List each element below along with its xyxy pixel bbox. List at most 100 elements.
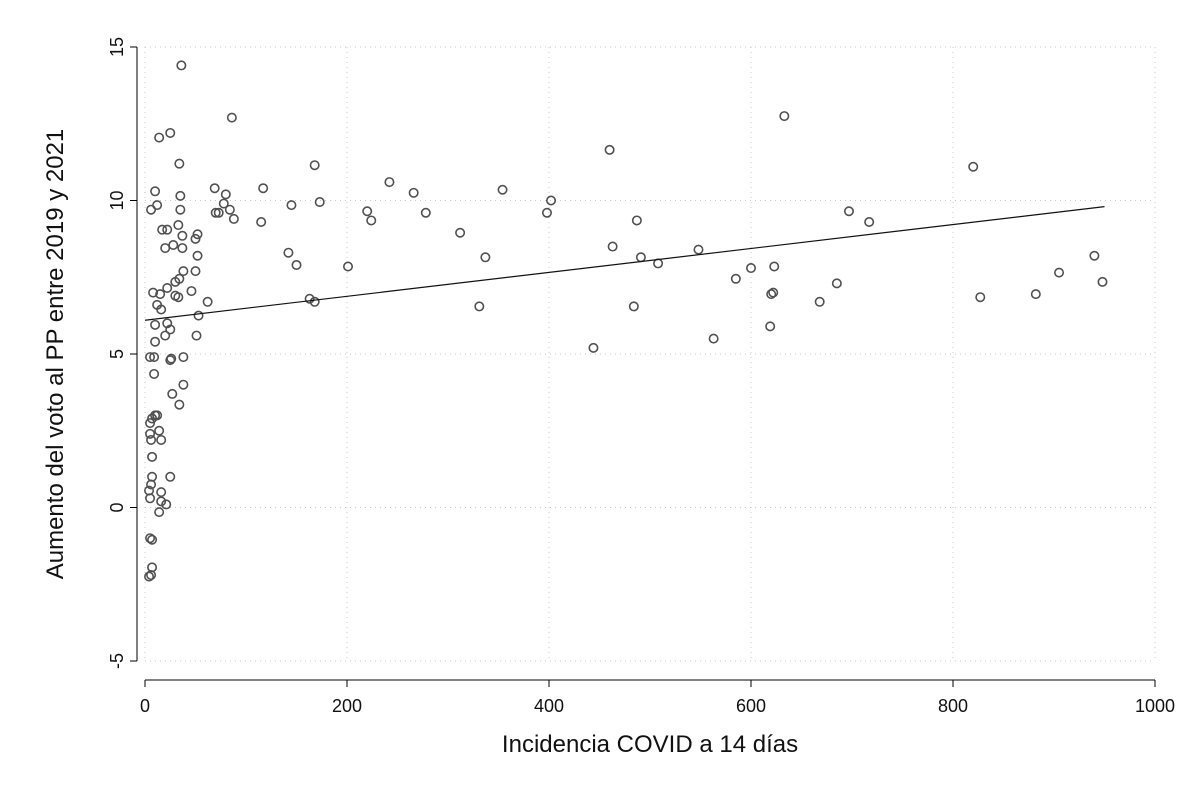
x-tick-label: 200 xyxy=(332,696,362,716)
data-point xyxy=(160,330,171,341)
data-point xyxy=(192,229,203,240)
data-point xyxy=(149,352,160,363)
data-point xyxy=(166,353,177,364)
data-point xyxy=(165,471,176,482)
x-tick-label: 400 xyxy=(534,696,564,716)
data-point xyxy=(366,215,377,226)
data-point xyxy=(693,244,704,255)
data-point xyxy=(145,493,156,504)
data-point xyxy=(178,352,189,363)
data-point xyxy=(497,184,508,195)
data-point xyxy=(161,499,172,510)
data-point xyxy=(192,250,203,261)
data-point xyxy=(167,388,178,399)
data-point xyxy=(768,287,779,298)
data-point xyxy=(455,227,466,238)
data-point xyxy=(165,127,176,138)
x-tick-label: 1000 xyxy=(1135,696,1175,716)
y-tick-label: 15 xyxy=(107,37,127,57)
data-point xyxy=(843,206,854,217)
data-point xyxy=(145,428,156,439)
x-axis-title: Incidencia COVID a 14 días xyxy=(502,731,798,758)
data-point xyxy=(157,224,168,235)
data-point xyxy=(226,112,237,123)
data-point xyxy=(607,241,618,252)
data-point xyxy=(541,207,552,218)
data-point xyxy=(765,321,776,332)
data-point xyxy=(190,233,201,244)
data-points xyxy=(144,60,1108,582)
y-axis-title: Aumento del voto al PP entre 2019 y 2021 xyxy=(42,129,69,580)
data-point xyxy=(420,207,431,218)
data-point xyxy=(147,413,158,424)
data-point xyxy=(1030,289,1041,300)
data-point xyxy=(408,187,419,198)
data-point xyxy=(769,261,780,272)
data-point xyxy=(831,278,842,289)
data-point xyxy=(1097,276,1108,287)
data-point xyxy=(160,243,171,254)
data-point xyxy=(186,286,197,297)
data-point xyxy=(779,111,790,122)
data-point xyxy=(604,144,615,155)
data-point xyxy=(304,293,315,304)
data-point xyxy=(968,161,979,172)
fit-line-group xyxy=(144,206,1105,321)
data-point xyxy=(220,189,231,200)
data-point xyxy=(152,410,163,421)
y-tick-label: 0 xyxy=(107,502,127,512)
data-point xyxy=(147,534,158,545)
data-point xyxy=(165,324,176,335)
data-point xyxy=(283,247,294,258)
data-point xyxy=(202,296,213,307)
data-point xyxy=(154,425,165,436)
data-point xyxy=(653,258,664,269)
data-point xyxy=(156,304,167,315)
data-point xyxy=(314,197,325,208)
data-point xyxy=(150,336,161,347)
data-point xyxy=(588,342,599,353)
data-point xyxy=(156,496,167,507)
data-point xyxy=(286,200,297,211)
data-point xyxy=(175,204,186,215)
data-point xyxy=(162,282,173,293)
data-point xyxy=(343,261,354,272)
y-tick-label: -5 xyxy=(107,653,127,669)
x-tick-label: 600 xyxy=(736,696,766,716)
data-point xyxy=(628,301,639,312)
data-point xyxy=(173,292,184,303)
data-point xyxy=(178,266,189,277)
data-point xyxy=(174,273,185,284)
data-point xyxy=(546,195,557,206)
data-point xyxy=(474,301,485,312)
data-point xyxy=(154,132,165,143)
data-point xyxy=(173,220,184,231)
y-tick-label: 10 xyxy=(107,190,127,210)
data-point xyxy=(178,379,189,390)
data-point xyxy=(814,296,825,307)
data-point xyxy=(175,190,186,201)
data-point xyxy=(146,434,157,445)
data-point xyxy=(745,263,756,274)
data-point xyxy=(309,160,320,171)
data-point xyxy=(155,289,166,300)
x-tick-label: 800 xyxy=(938,696,968,716)
data-point xyxy=(362,206,373,217)
data-point xyxy=(148,287,159,298)
data-point xyxy=(708,333,719,344)
data-point xyxy=(191,330,202,341)
data-point xyxy=(149,368,160,379)
data-point xyxy=(174,399,185,410)
data-point xyxy=(162,224,173,235)
data-point xyxy=(224,204,235,215)
data-point xyxy=(631,215,642,226)
data-point xyxy=(228,213,239,224)
data-point xyxy=(480,252,491,263)
data-point xyxy=(146,204,157,215)
data-point xyxy=(156,434,167,445)
data-point xyxy=(1089,250,1100,261)
data-point xyxy=(213,207,224,218)
data-point xyxy=(193,310,204,321)
data-point xyxy=(218,198,229,209)
